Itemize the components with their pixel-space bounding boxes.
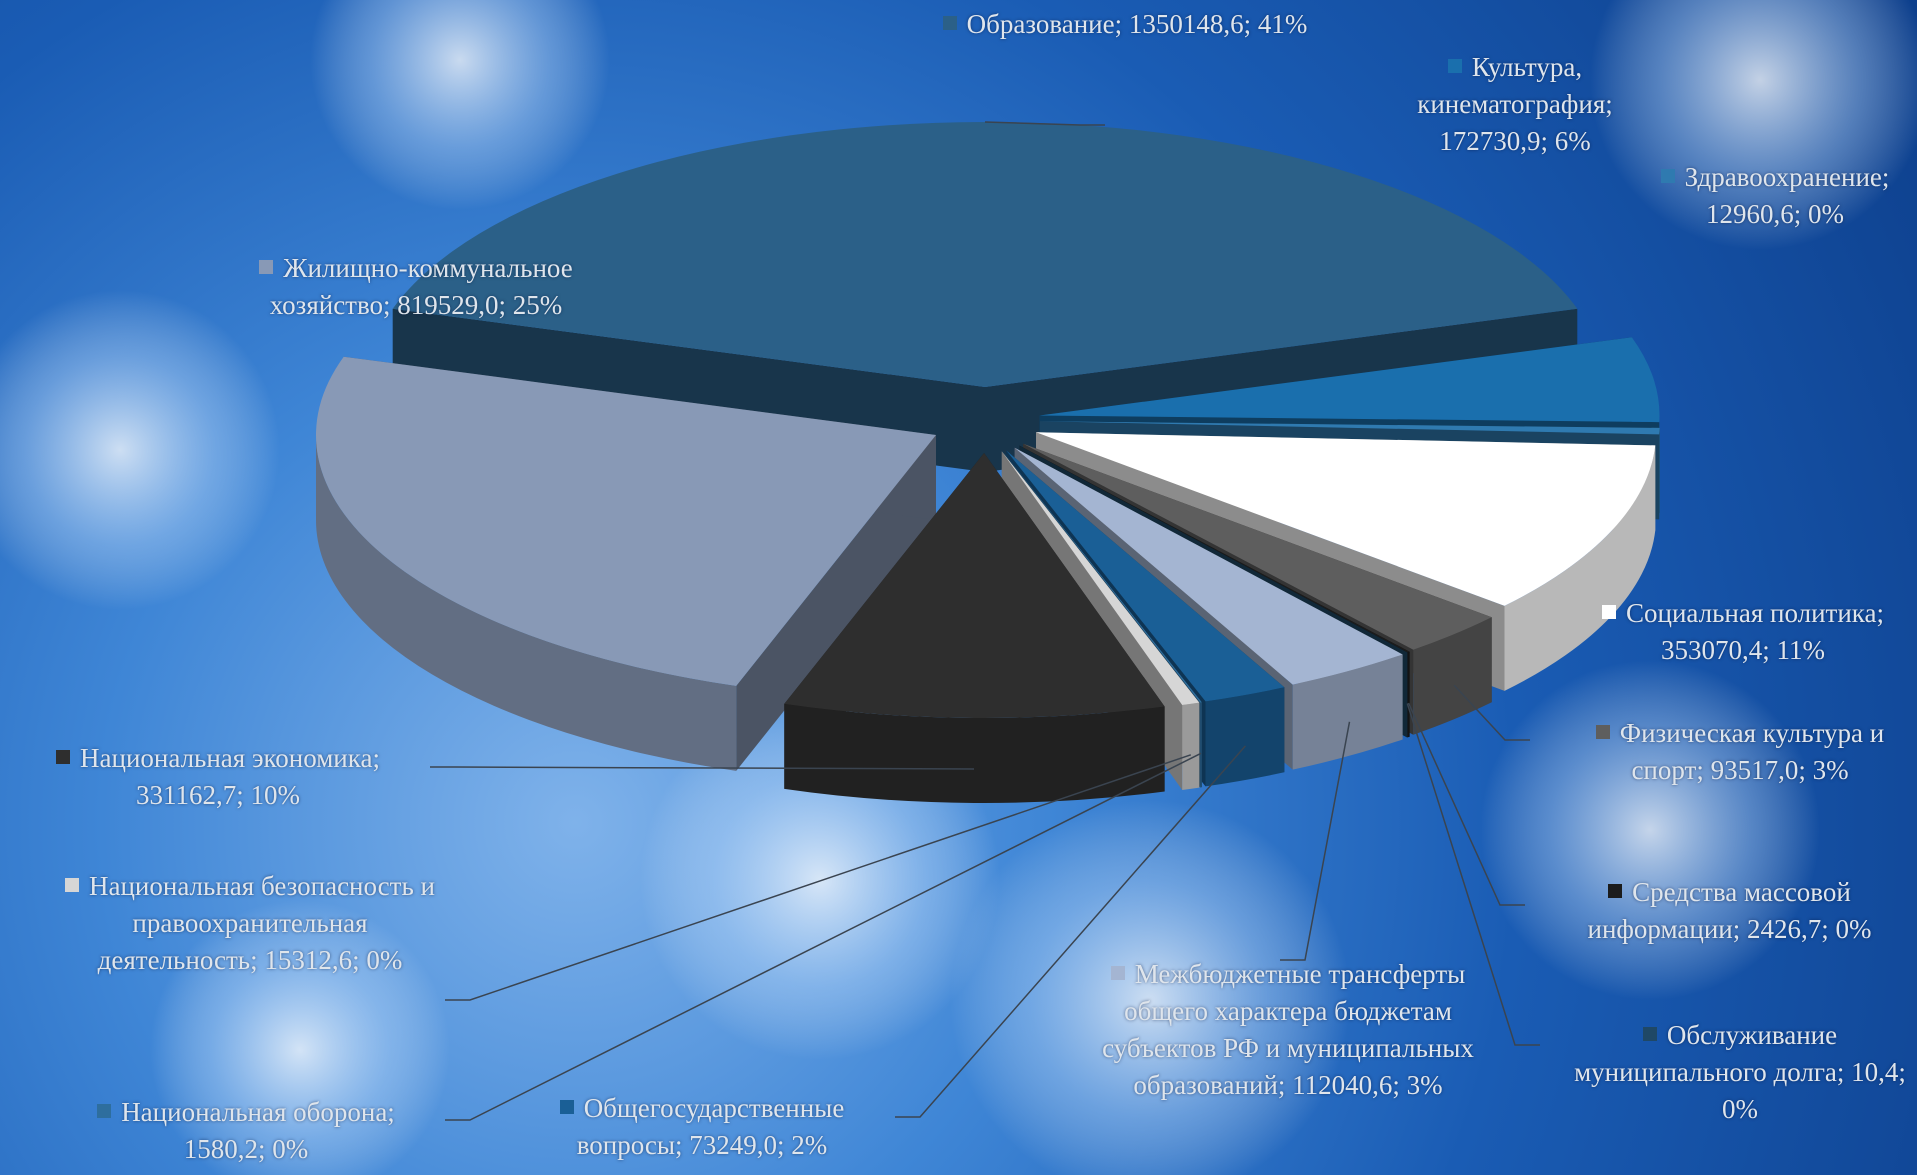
bokeh [150,900,450,1175]
data-label: Физическая культура и спорт; 93517,0; 3% [1565,715,1915,789]
slice-top [1036,432,1656,606]
legend-key [1447,59,1462,73]
slice-outer-wall [1504,445,1656,691]
legend-key [56,750,71,764]
data-label: Национальная экономика; 331162,7; 10% [18,740,418,814]
bokeh [0,290,280,610]
leader-line [445,752,1202,1121]
data-label: Межбюджетные трансферты общего характера… [1088,956,1488,1104]
legend-key [1595,725,1610,739]
slice-outer-wall [1292,654,1403,770]
slice-outer-wall [1659,427,1660,520]
slice [784,453,1165,804]
data-label: Национальная безопасность и правоохранит… [55,868,445,979]
label-text: Национальная оборона; 1580,2; 0% [121,1097,395,1164]
legend-key [942,16,957,30]
slice-outer-wall [784,703,1165,804]
label-text: Жилищно-коммунальное хозяйство; 819529,0… [269,253,573,320]
leader-line [430,766,975,770]
data-label: Культура, кинематография; 172730,9; 6% [1360,49,1670,160]
slice-top [1002,451,1202,703]
label-text: Здравоохранение; 12960,6; 0% [1684,162,1890,229]
slice-outer-wall [316,435,737,771]
leader-line [1280,721,1351,961]
legend-key [1608,884,1623,898]
slice-top [315,356,937,686]
slice-top [784,453,1165,719]
data-label: Средства массовой информации; 2426,7; 0% [1547,874,1912,948]
slice-top [392,122,1578,388]
label-text: Национальная экономика; 331162,7; 10% [80,743,380,810]
legend-key [259,260,274,274]
leader-line [1406,703,1540,1046]
leader-line [1407,702,1525,906]
bokeh [950,800,1350,1175]
leader-line [445,754,1192,1001]
leader-line [895,745,1246,1118]
bokeh [1590,0,1917,250]
label-text: Общегосударственные вопросы; 73249,0; 2% [576,1093,845,1160]
label-text: Физическая культура и спорт; 93517,0; 3% [1619,718,1885,785]
leader-line [1453,684,1530,741]
legend-key [1110,966,1125,980]
slice-outer-wall [1407,651,1410,738]
leader-line [984,121,1105,126]
slice-outer-wall [1205,687,1285,787]
data-label: Образование; 1350148,6; 41% [925,6,1325,43]
data-label: Социальная политика; 353070,4; 11% [1570,595,1916,669]
label-text: Обслуживание муниципального долга; 10,4;… [1574,1020,1906,1124]
legend-key [97,1104,112,1118]
slice-top [1001,451,1200,705]
data-label: Обслуживание муниципального долга; 10,4;… [1565,1017,1915,1128]
slice-top [1040,421,1660,435]
legend-key [1660,169,1675,183]
slice [315,356,937,771]
bokeh [310,0,610,210]
slice-top [1039,337,1660,423]
slice-top [1014,447,1403,685]
legend-key [1642,1027,1657,1041]
slice-top [1019,445,1410,653]
data-label: Жилищно-коммунальное хозяйство; 819529,0… [226,250,606,324]
slice-outer-wall [1182,702,1200,790]
data-label: Национальная оборона; 1580,2; 0% [61,1094,431,1168]
data-label: Общегосударственные вопросы; 73249,0; 2% [532,1090,872,1164]
label-text: Межбюджетные трансферты общего характера… [1102,959,1474,1100]
label-text: Средства массовой информации; 2426,7; 0% [1587,877,1872,944]
slice-top [1023,443,1492,650]
slice-side [736,435,936,771]
label-text: Образование; 1350148,6; 41% [966,9,1308,39]
pie [315,122,1660,804]
legend-key [559,1100,574,1114]
data-label: Здравоохранение; 12960,6; 0% [1630,159,1917,233]
slice-top [1006,450,1285,702]
legend-key [1602,605,1616,619]
label-text: Культура, кинематография; 172730,9; 6% [1417,52,1613,156]
bokeh [1480,660,1820,1000]
label-text: Национальная безопасность и правоохранит… [89,871,435,975]
label-text: Социальная политика; 353070,4; 11% [1626,598,1884,665]
legend-key [65,878,79,892]
slice-outer-wall [1200,702,1202,788]
